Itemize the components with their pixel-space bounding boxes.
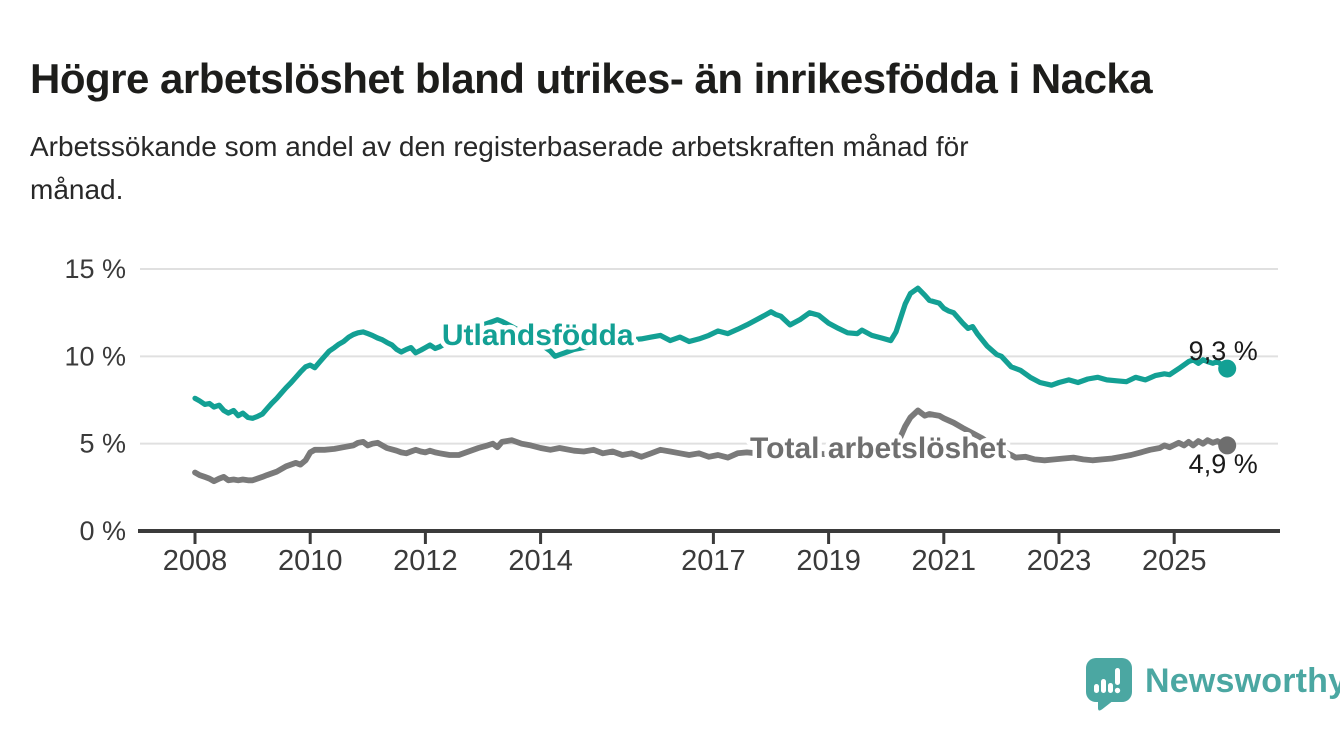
- x-tick-label-2019: 2019: [796, 545, 861, 577]
- x-tick-label-2014: 2014: [508, 545, 573, 577]
- series-end-dot-1: [1218, 359, 1237, 378]
- x-tick-label-2021: 2021: [912, 545, 977, 577]
- series-end-label-0: 4,9 %: [1189, 449, 1258, 479]
- x-tick-label-2017: 2017: [681, 545, 746, 577]
- series-label-0: Total arbetslöshet: [750, 432, 1006, 465]
- y-tick-label-0: 0 %: [79, 516, 126, 546]
- x-tick-label-2025: 2025: [1142, 545, 1207, 577]
- x-tick-label-2010: 2010: [278, 545, 343, 577]
- series-label-1: Utlandsfödda: [442, 319, 634, 352]
- newsworthy-logo-text: Newsworthy: [1145, 662, 1340, 700]
- series-end-dot-0: [1218, 436, 1237, 455]
- series-line-0: [192, 407, 1231, 485]
- x-tick-label-2023: 2023: [1027, 545, 1092, 577]
- y-tick-label-5: 5 %: [79, 429, 126, 459]
- x-tick-label-2008: 2008: [163, 545, 228, 577]
- chart-subtitle-line1: Arbetssökande som andel av den registerb…: [30, 131, 969, 162]
- series-end-label-1: 9,3 %: [1189, 336, 1258, 366]
- unemployment-line-chart: 0 % 5 % 10 % 15 % Total arbetslöshet Utlandsf…: [64, 254, 1280, 577]
- page-title: Högre arbetslöshet bland utrikes- än inr…: [30, 55, 1153, 103]
- newsworthy-logo-icon: [1086, 658, 1132, 711]
- series-line-1: [192, 285, 1230, 421]
- x-tick-label-2012: 2012: [393, 545, 458, 577]
- newsworthy-logo[interactable]: Newsworthy: [1085, 657, 1340, 713]
- chart-subtitle: Arbetssökande som andel av den registerb…: [30, 126, 1270, 211]
- y-tick-label-10: 10 %: [64, 341, 126, 371]
- y-tick-label-15: 15 %: [64, 254, 126, 284]
- chart-subtitle-line2: månad.: [30, 173, 124, 205]
